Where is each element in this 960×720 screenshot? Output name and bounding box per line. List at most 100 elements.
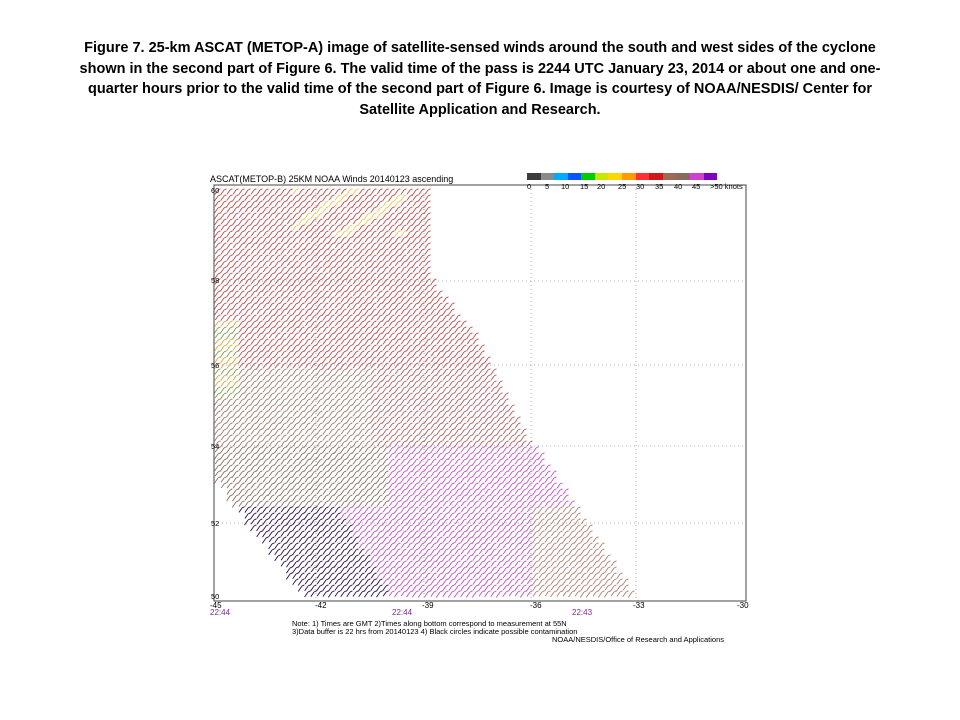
wind-barb (340, 422, 347, 429)
wind-barb (214, 260, 221, 267)
wind-barb (322, 320, 329, 328)
wind-barb (303, 500, 311, 508)
wind-barb (442, 434, 449, 441)
wind-barb (219, 302, 227, 310)
wind-barb (471, 560, 479, 568)
wind-barb (370, 236, 377, 244)
wind-barb (423, 434, 431, 442)
wind-barb (369, 356, 377, 364)
wind-barb (573, 584, 581, 592)
wind-barb (304, 548, 311, 555)
wind-barb (472, 338, 479, 345)
wind-barb (280, 344, 287, 352)
wind-barb (345, 260, 353, 268)
wind-barb (406, 590, 413, 598)
wind-barb (238, 428, 245, 435)
wind-barb (513, 434, 521, 442)
wind-barb (364, 440, 371, 447)
wind-barb (286, 290, 293, 298)
wind-barb (310, 290, 317, 297)
wind-barb (256, 230, 263, 237)
wind-barb (424, 260, 431, 267)
wind-barb (250, 518, 257, 525)
wind-barb (514, 440, 521, 447)
wind-barb (382, 368, 389, 375)
wind-barb (406, 290, 413, 297)
wind-barb (394, 188, 401, 196)
wind-barb (406, 380, 413, 387)
wind-barb (484, 548, 491, 555)
wind-barb (292, 458, 299, 465)
wind-barb (334, 188, 341, 195)
wind-barb (255, 284, 263, 292)
wind-barb (388, 590, 395, 597)
wind-barb (250, 296, 257, 304)
wind-barb (364, 368, 371, 375)
wind-barb (400, 488, 407, 495)
wind-barb (310, 332, 317, 339)
wind-barb (219, 386, 227, 394)
wind-barb (478, 374, 485, 382)
wind-barb (406, 464, 413, 472)
wind-barb (460, 398, 467, 406)
wind-barb (358, 200, 365, 207)
wind-barb (394, 308, 401, 315)
wind-barb (406, 434, 413, 442)
wind-barb (219, 350, 227, 358)
wind-barb (418, 572, 425, 580)
wind-barb (297, 410, 305, 418)
wind-barb (538, 470, 545, 478)
wind-barb (453, 404, 461, 412)
wind-barb (448, 332, 455, 340)
wind-barb (436, 446, 443, 454)
wind-barb (268, 350, 275, 358)
wind-barb (544, 542, 551, 549)
wind-barb (400, 494, 407, 502)
wind-barb (376, 452, 383, 459)
wind-barb (592, 572, 599, 580)
wind-barb (321, 458, 329, 466)
wind-barb (526, 488, 533, 496)
wind-barb (406, 332, 413, 340)
wind-barb (531, 482, 539, 490)
wind-barb (304, 488, 311, 495)
wind-barb (303, 416, 311, 424)
wind-barb (406, 560, 413, 568)
wind-barb (424, 278, 431, 286)
wind-barb (490, 554, 497, 561)
wind-barb (280, 254, 287, 261)
wind-barb (357, 290, 365, 298)
wind-barb (382, 242, 389, 250)
wind-barb (346, 470, 353, 477)
colorbar-swatch (649, 173, 663, 180)
wind-barb (286, 194, 293, 202)
wind-barb (225, 368, 233, 376)
wind-barb (370, 314, 377, 321)
wind-barb (382, 194, 389, 201)
wind-barb (412, 524, 419, 532)
wind-barb (316, 188, 323, 195)
wind-barb (244, 452, 251, 460)
wind-barb (520, 548, 527, 555)
wind-barb (556, 488, 563, 495)
wind-barb (304, 584, 311, 592)
wind-barb (484, 446, 491, 454)
wind-barb (279, 230, 287, 238)
wind-barb (561, 518, 569, 526)
wind-barb (286, 494, 293, 502)
longitude-label: -33 (633, 601, 645, 610)
wind-barb (220, 464, 227, 472)
wind-barb (322, 488, 329, 495)
wind-barb (232, 488, 239, 496)
wind-barb (387, 314, 395, 322)
wind-barb (562, 560, 569, 568)
wind-barb (394, 302, 401, 310)
wind-barb (309, 242, 317, 250)
wind-barb (346, 314, 353, 322)
wind-barb (340, 560, 347, 568)
wind-barb (322, 530, 329, 537)
wind-barb (268, 470, 275, 477)
wind-barb (334, 476, 341, 483)
wind-barb (424, 566, 431, 574)
wind-barb (429, 290, 437, 298)
